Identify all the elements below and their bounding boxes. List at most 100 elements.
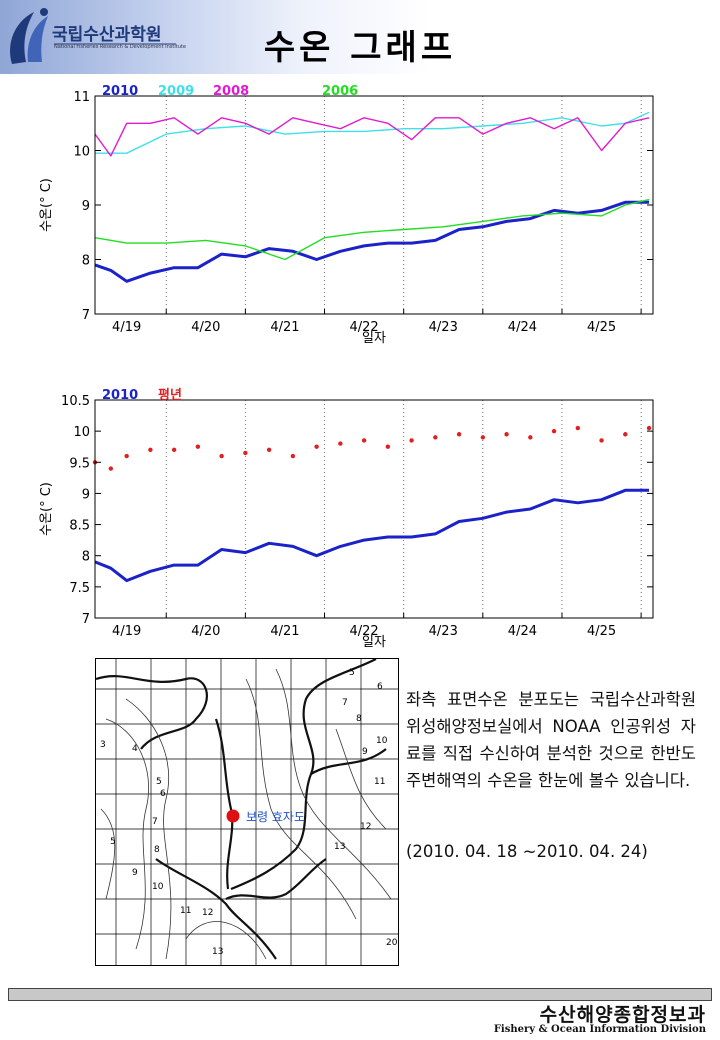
series-point-평년 — [456, 432, 462, 437]
series-point-평년 — [623, 432, 628, 437]
y-tick-label: 9 — [82, 487, 90, 502]
series-point-평년 — [148, 447, 153, 453]
x-tick-label: 4/23 — [429, 320, 458, 335]
y-axis-label: 수온(° C) — [39, 482, 54, 536]
series-point-평년 — [551, 428, 557, 434]
date-range: (2010. 04. 18 ~2010. 04. 24) — [406, 842, 648, 861]
svg-text:3: 3 — [100, 740, 106, 750]
y-tick-label: 8 — [82, 550, 90, 565]
series-point-평년 — [219, 453, 224, 459]
coastline — [96, 659, 387, 960]
map-caption: 좌측 표면수온 분포도는 국립수산과학원 위성해양정보실에서 NOAA 인공위성… — [406, 690, 696, 790]
footer-bar — [8, 988, 712, 1001]
series-point-평년 — [124, 453, 129, 459]
svg-text:12: 12 — [360, 822, 371, 832]
series-point-평년 — [433, 435, 438, 440]
svg-text:11: 11 — [180, 906, 191, 916]
series-point-평년 — [171, 447, 177, 453]
svg-text:8: 8 — [154, 845, 160, 855]
series-point-평년 — [266, 447, 272, 453]
series-point-평년 — [575, 425, 581, 431]
series-point-평년 — [409, 438, 414, 443]
water-temp-chart-normal: 7 7.5 8 8.5 9 9.5 10 10.5 4/19 4/20 4/21 4/22 4/23 4/… — [39, 387, 654, 650]
x-tick-label: 4/19 — [112, 624, 141, 639]
legend-entry-2010: 2010 — [102, 388, 138, 403]
series-point-평년 — [599, 438, 604, 443]
svg-text:20: 20 — [386, 938, 398, 948]
page-title: 수온 그래프 — [263, 28, 457, 68]
series-point-평년 — [504, 432, 509, 437]
y-tick-label: 9.5 — [69, 456, 90, 471]
logo-name: 국립수산과학원 — [52, 25, 162, 45]
location-label: 보령 효자도 — [246, 810, 305, 824]
series-line-2008 — [94, 117, 650, 157]
svg-text:7: 7 — [152, 817, 158, 827]
x-tick-label: 4/25 — [587, 624, 616, 639]
x-tick-label: 4/24 — [508, 320, 537, 335]
logo-subtitle: National Fisheries Research & Developmen… — [54, 44, 186, 50]
series-point-평년 — [385, 444, 391, 449]
series-point-평년 — [646, 425, 652, 431]
y-tick-label: 7 — [82, 308, 90, 323]
nfrdi-logo-icon — [10, 8, 176, 64]
y-tick-label: 10 — [73, 425, 90, 440]
y-tick-label: 10.5 — [61, 394, 90, 409]
svg-text:5: 5 — [349, 668, 355, 678]
series-point-평년 — [195, 444, 201, 449]
y-tick-label: 7 — [82, 612, 90, 627]
map-grid — [96, 659, 398, 965]
plot-frame — [94, 95, 654, 315]
x-tick-label: 4/24 — [508, 624, 537, 639]
series-line-2006 — [94, 198, 650, 261]
y-tick-label: 10 — [73, 145, 90, 160]
svg-text:10: 10 — [152, 882, 164, 892]
x-axis-label: 일자 — [362, 331, 386, 346]
legend-entry-2010: 2010 — [102, 84, 138, 99]
y-tick-label: 7.5 — [69, 581, 90, 596]
svg-text:11: 11 — [374, 777, 385, 787]
series-point-평년 — [528, 435, 533, 440]
svg-text:13: 13 — [334, 842, 345, 852]
series-point-평년 — [290, 453, 296, 459]
x-tick-label: 4/20 — [191, 624, 220, 639]
x-axis-label: 일자 — [362, 635, 386, 650]
svg-text:5: 5 — [110, 837, 116, 847]
svg-text:10: 10 — [376, 736, 388, 746]
legend-entry-평년: 평년 — [158, 387, 182, 403]
series-line-2010 — [94, 200, 649, 283]
page-header: 국립수산과학원 National Fisheries Research & De… — [0, 0, 720, 74]
footer-org-name-en: Fishery & Ocean Information Division — [493, 1024, 706, 1035]
svg-text:9: 9 — [132, 868, 138, 878]
plot-frame — [94, 399, 654, 619]
y-tick-label: 8.5 — [69, 519, 90, 534]
x-tick-label: 4/22 — [350, 320, 379, 335]
y-tick-label: 8 — [82, 254, 90, 269]
x-tick-label: 4/22 — [350, 624, 379, 639]
series-point-평년 — [108, 466, 114, 471]
svg-text:12: 12 — [202, 908, 213, 918]
svg-text:6: 6 — [160, 789, 166, 799]
water-temp-chart-yearly: 7 8 9 10 11 4/19 4/20 4/21 4/22 4/23 4/24 4/25 일자 수온(… — [39, 84, 654, 346]
series-point-평년 — [243, 450, 248, 456]
y-axis-label: 수온(° C) — [39, 178, 54, 232]
x-tick-label: 4/20 — [191, 320, 220, 335]
svg-text:9: 9 — [362, 747, 368, 757]
y-tick-label: 11 — [73, 90, 90, 105]
series-point-평년 — [314, 444, 319, 449]
series-line-2010 — [94, 488, 649, 583]
svg-text:8: 8 — [356, 714, 362, 724]
legend-entry-2006: 2006 — [322, 84, 358, 99]
isotherm-contours — [100, 668, 392, 960]
series-line-2009 — [95, 111, 650, 154]
x-tick-label: 4/21 — [270, 624, 299, 639]
svg-text:13: 13 — [212, 947, 223, 957]
legend-entry-2008: 2008 — [213, 84, 249, 99]
series-point-평년 — [480, 435, 486, 440]
x-tick-label: 4/19 — [112, 320, 141, 335]
svg-text:7: 7 — [342, 698, 348, 708]
svg-text:4: 4 — [132, 744, 138, 754]
series-point-평년 — [361, 438, 367, 443]
